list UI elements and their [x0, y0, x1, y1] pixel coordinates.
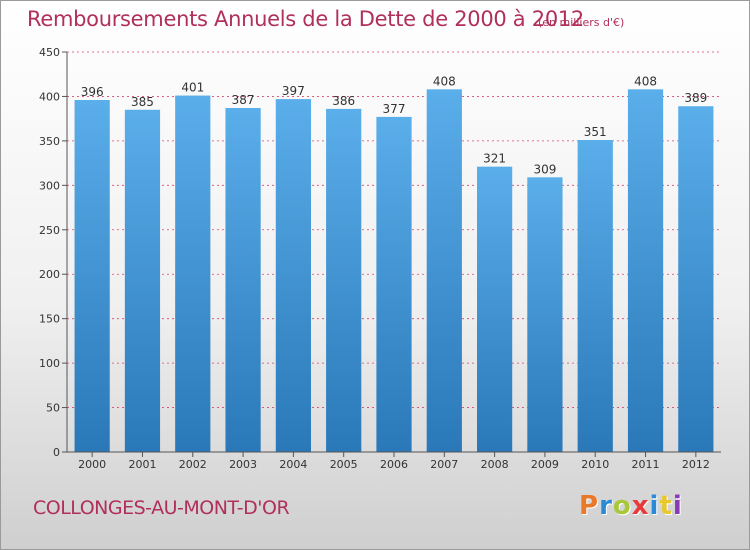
chart-subtitle: (en milliers d'€)	[538, 16, 625, 29]
data-label: 408	[433, 74, 456, 88]
x-tick-label: 2011	[632, 458, 660, 471]
bar	[426, 89, 462, 452]
x-tick-label: 2010	[581, 458, 609, 471]
x-tick-label: 2000	[78, 458, 106, 471]
data-label: 397	[282, 84, 305, 98]
logo-letter: o	[612, 491, 632, 521]
data-label: 401	[181, 81, 204, 95]
x-tick-label: 2009	[531, 458, 559, 471]
data-label: 385	[131, 95, 154, 109]
x-tick-label: 2007	[430, 458, 458, 471]
x-tick-label: 2001	[128, 458, 156, 471]
bar	[477, 166, 513, 452]
bar	[527, 177, 563, 453]
data-label: 377	[383, 102, 406, 116]
bar	[225, 108, 261, 452]
labels: 0 50 100 150 200 250 300 350 400 450 396 2000 385 200…	[39, 46, 710, 471]
data-label: 351	[584, 125, 607, 139]
bar	[175, 95, 211, 453]
y-tick-label: 400	[39, 90, 60, 103]
data-label: 408	[634, 74, 657, 88]
logo-letter: i	[649, 491, 660, 521]
bar	[678, 106, 714, 452]
bar	[74, 100, 110, 452]
logo-letter: t	[659, 491, 673, 521]
axes	[62, 51, 721, 457]
y-tick-label: 300	[39, 179, 60, 192]
data-label: 309	[533, 162, 556, 176]
y-tick-label: 200	[39, 268, 60, 281]
x-tick-label: 2012	[682, 458, 710, 471]
bars	[74, 89, 714, 453]
x-tick-label: 2006	[380, 458, 408, 471]
logo-letter: x	[631, 491, 650, 521]
data-label: 321	[483, 152, 506, 166]
y-tick-label: 350	[39, 135, 60, 148]
bar	[275, 99, 311, 452]
y-tick-label: 150	[39, 313, 60, 326]
data-label: 389	[684, 91, 707, 105]
y-tick-label: 250	[39, 224, 60, 237]
bar	[376, 116, 412, 452]
data-label: 386	[332, 94, 355, 108]
logo-letter: r	[599, 491, 613, 521]
x-tick-label: 2002	[179, 458, 207, 471]
x-tick-label: 2005	[330, 458, 358, 471]
bar	[577, 140, 613, 452]
bar	[124, 109, 161, 453]
x-tick-label: 2004	[279, 458, 307, 471]
y-tick-label: 100	[39, 357, 60, 370]
data-label: 387	[232, 93, 255, 107]
y-tick-label: 450	[39, 46, 60, 59]
y-tick-label: 50	[46, 402, 60, 415]
x-tick-label: 2008	[481, 458, 509, 471]
proxiti-logo: Proxiti	[579, 491, 683, 521]
city-name: COLLONGES-AU-MONT-D'OR	[33, 497, 290, 519]
chart-title: Remboursements Annuels de la Dette de 20…	[27, 7, 584, 31]
bar	[326, 108, 362, 452]
logo-letter: P	[579, 491, 600, 521]
y-tick-label: 0	[53, 446, 60, 459]
data-label: 396	[81, 85, 104, 99]
x-tick-label: 2003	[229, 458, 257, 471]
logo-letter: i	[672, 491, 683, 521]
bar	[627, 89, 664, 452]
